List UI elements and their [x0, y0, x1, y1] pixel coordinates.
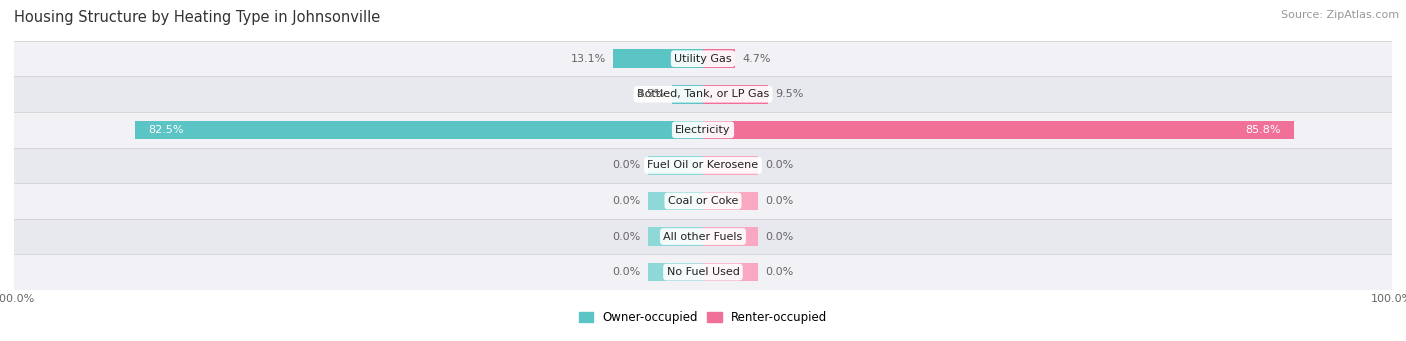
Text: 82.5%: 82.5% — [149, 125, 184, 135]
Bar — [703, 85, 769, 104]
Bar — [703, 192, 758, 210]
Bar — [672, 85, 703, 104]
Bar — [703, 49, 735, 68]
Text: 0.0%: 0.0% — [613, 196, 641, 206]
Text: 85.8%: 85.8% — [1244, 125, 1281, 135]
Bar — [14, 254, 1392, 290]
Text: All other Fuels: All other Fuels — [664, 232, 742, 241]
Text: Utility Gas: Utility Gas — [675, 54, 731, 64]
Text: Electricity: Electricity — [675, 125, 731, 135]
Text: Bottled, Tank, or LP Gas: Bottled, Tank, or LP Gas — [637, 89, 769, 99]
Text: Housing Structure by Heating Type in Johnsonville: Housing Structure by Heating Type in Joh… — [14, 10, 380, 25]
Bar — [648, 227, 703, 246]
Bar — [648, 192, 703, 210]
Text: 0.0%: 0.0% — [765, 267, 793, 277]
Legend: Owner-occupied, Renter-occupied: Owner-occupied, Renter-occupied — [574, 306, 832, 329]
Bar — [703, 227, 758, 246]
Text: 4.5%: 4.5% — [637, 89, 665, 99]
Bar — [648, 156, 703, 175]
Bar — [14, 183, 1392, 219]
Bar — [14, 41, 1392, 76]
Bar — [14, 219, 1392, 254]
Text: Source: ZipAtlas.com: Source: ZipAtlas.com — [1281, 10, 1399, 20]
Text: No Fuel Used: No Fuel Used — [666, 267, 740, 277]
Bar — [14, 148, 1392, 183]
Text: 13.1%: 13.1% — [571, 54, 606, 64]
Text: 0.0%: 0.0% — [765, 232, 793, 241]
Text: 0.0%: 0.0% — [765, 196, 793, 206]
Bar — [14, 112, 1392, 148]
Bar — [135, 121, 703, 139]
Text: 0.0%: 0.0% — [613, 160, 641, 170]
Text: 0.0%: 0.0% — [765, 160, 793, 170]
Text: 9.5%: 9.5% — [775, 89, 804, 99]
Bar — [648, 263, 703, 281]
Text: 0.0%: 0.0% — [613, 232, 641, 241]
Bar — [703, 156, 758, 175]
Text: 0.0%: 0.0% — [613, 267, 641, 277]
Text: 4.7%: 4.7% — [742, 54, 770, 64]
Text: Coal or Coke: Coal or Coke — [668, 196, 738, 206]
Bar — [613, 49, 703, 68]
Bar — [703, 121, 1294, 139]
Bar — [14, 76, 1392, 112]
Bar — [703, 263, 758, 281]
Text: Fuel Oil or Kerosene: Fuel Oil or Kerosene — [647, 160, 759, 170]
